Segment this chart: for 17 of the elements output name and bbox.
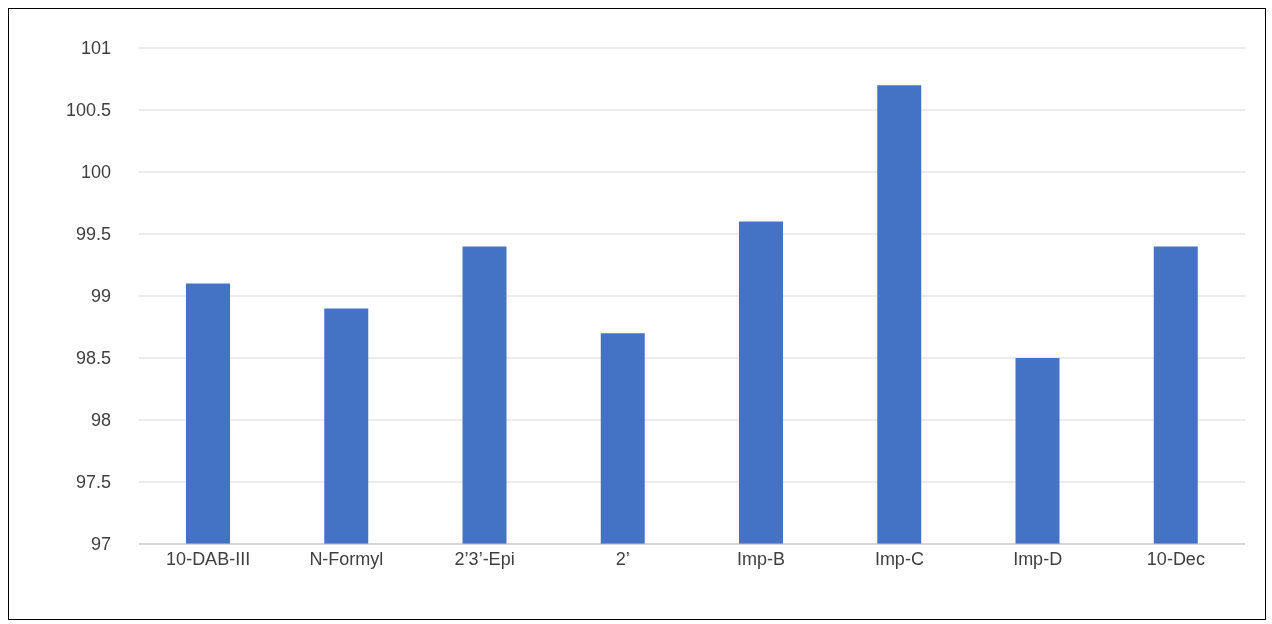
x-tick-label: N-Formyl [309,548,384,569]
y-tick-label: 100 [80,162,111,183]
y-tick-label: 97.5 [75,472,111,493]
x-tick-label: 10-Dec [1146,548,1205,569]
x-tick-label: 2’ [615,548,630,569]
y-tick-label: 99 [90,286,111,307]
x-tick-label: Imp-B [737,548,786,569]
y-tick-label: 100.5 [65,100,111,121]
x-tick-label: Imp-C [874,548,924,569]
x-tick-label: 2’3’-Epi [454,548,515,569]
y-tick-label: 98.5 [75,348,111,369]
x-tick-label: 10-DAB-III [166,548,251,569]
y-tick-label: 99.5 [75,224,111,245]
y-tick-label: 101 [80,38,111,59]
y-tick-label: 98 [90,410,111,431]
y-tick-label: 97 [90,534,111,555]
x-tick-label: Imp-D [1013,548,1063,569]
